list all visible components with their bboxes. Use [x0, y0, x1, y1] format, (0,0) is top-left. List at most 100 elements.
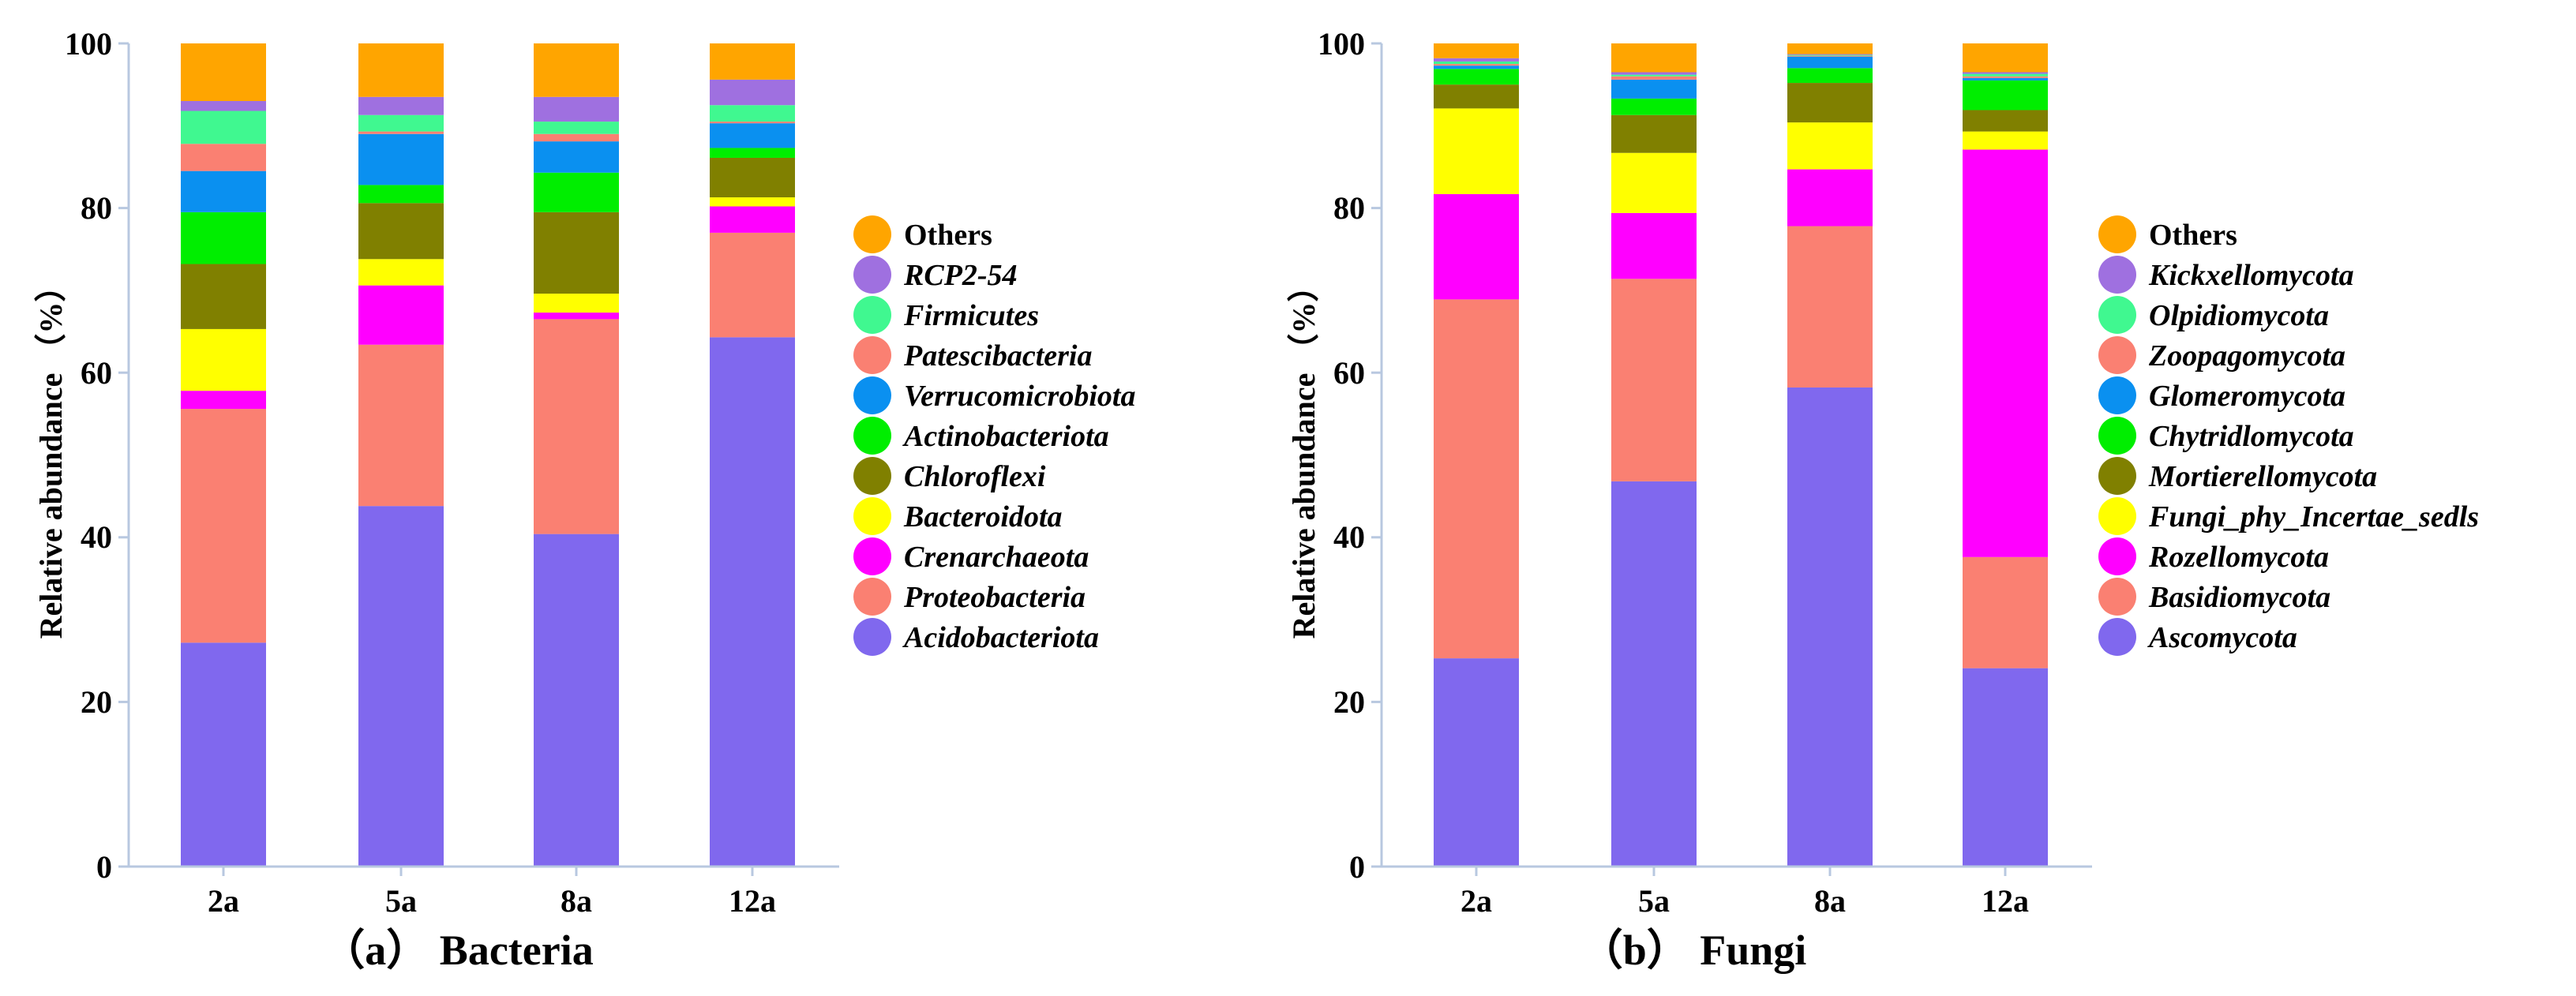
- fungi-bar-2a-fungi-phy-incertae-sedls: [1434, 108, 1519, 194]
- bacteria-bar-12a-rcp2-54: [710, 79, 795, 106]
- bacteria-bar-8a-others: [534, 43, 619, 97]
- bacteria-xtick-12a: 12a: [729, 883, 776, 919]
- fungi-y-ticks: 0 20 40 60 80 100: [1318, 26, 1382, 885]
- bacteria-bar-2a-proteobacteria: [181, 409, 266, 643]
- fungi-bar-8a-zoopagomycota: [1787, 55, 1873, 57]
- bacteria-bar-12a-others: [710, 43, 795, 80]
- legend-swatch-zoopagomycota: [2098, 336, 2136, 374]
- fungi-bar-12a-glomeromycota: [1963, 77, 2048, 81]
- legend-label-chloroflexi: Chloroflexi: [904, 460, 1046, 493]
- legend-swatch-kickxellomycota: [2098, 256, 2136, 294]
- bacteria-ytick-80: 80: [81, 190, 112, 226]
- bacteria-bar-8a-actinobacteriota: [534, 172, 619, 212]
- fungi-bar-2a-mortierellomycota: [1434, 84, 1519, 109]
- legend-swatch-olpidiomycota: [2098, 296, 2136, 334]
- legend-label-others: Others: [904, 219, 992, 252]
- bacteria-xtick-2a: 2a: [208, 883, 239, 919]
- fungi-y-axis-label: Relative abundance （%）: [1286, 271, 1322, 639]
- legend-label-firmicutes: Firmicutes: [903, 299, 1039, 332]
- bacteria-bar-5a-chloroflexi: [358, 203, 444, 260]
- fungi-bar-8a-mortierellomycota: [1787, 83, 1873, 123]
- bacteria-bar-5a-actinobacteriota: [358, 185, 444, 204]
- fungi-bar-5a-olpidiomycota: [1611, 74, 1697, 77]
- legend-label-actinobacteriota: Actinobacteriota: [902, 420, 1109, 453]
- fungi-bar-12a-kickxellomycota: [1963, 72, 2048, 74]
- fungi-bar-5a-zoopagomycota: [1611, 76, 1697, 80]
- fungi-bar-5a-ascomycota: [1611, 481, 1697, 867]
- bacteria-bar-8a-verrucomicrobiota: [534, 141, 619, 173]
- legend-swatch-chytridlomycota: [2098, 417, 2136, 455]
- legend-swatch-crenarchaeota: [853, 537, 891, 575]
- legend-swatch-verrucomicrobiota: [853, 376, 891, 414]
- legend-label-fungi-phy-incertae-sedls: Fungi_phy_Incertae_sedls: [2148, 500, 2479, 534]
- fungi-bar-12a-chytridlomycota: [1963, 80, 2048, 110]
- fungi-bar-12a-ascomycota: [1963, 668, 2048, 867]
- bacteria-bar-5a-firmicutes: [358, 114, 444, 132]
- legend-swatch-chloroflexi: [853, 457, 891, 495]
- legend-label-proteobacteria: Proteobacteria: [903, 581, 1086, 614]
- fungi-ytick-40: 40: [1333, 519, 1365, 555]
- fungi-bars: [1434, 43, 2048, 867]
- bacteria-bar-12a-bacteroidota: [710, 197, 795, 207]
- legend-swatch-mortierellomycota: [2098, 457, 2136, 495]
- bacteria-xtick-5a: 5a: [385, 883, 417, 919]
- fungi-bar-8a-ascomycota: [1787, 387, 1873, 867]
- bacteria-bar-2a-rcp2-54: [181, 101, 266, 111]
- bacteria-bar-12a-chloroflexi: [710, 157, 795, 198]
- legend-label-crenarchaeota: Crenarchaeota: [904, 541, 1089, 574]
- bacteria-y-axis-label: Relative abundance （%）: [33, 271, 69, 639]
- fungi-xtick-2a: 2a: [1460, 883, 1492, 919]
- bacteria-bar-2a-bacteroidota: [181, 328, 266, 391]
- bacteria-ytick-0: 0: [96, 849, 112, 885]
- legend-swatch-bacteroidota: [853, 497, 891, 535]
- bacteria-bar-2a-chloroflexi: [181, 264, 266, 329]
- legend-label-others-fungi: Others: [2149, 219, 2237, 252]
- legend-label-zoopagomycota: Zoopagomycota: [2148, 339, 2345, 373]
- legend-swatch-ascomycota: [2098, 618, 2136, 656]
- bacteria-bar-8a-chloroflexi: [534, 212, 619, 294]
- bacteria-bar-5a-acidobacteriota: [358, 506, 444, 867]
- bacteria-ytick-100: 100: [65, 26, 112, 62]
- bacteria-ytick-40: 40: [81, 519, 112, 555]
- fungi-xtick-5a: 5a: [1638, 883, 1670, 919]
- fungi-bar-2a-basidiomycota: [1434, 299, 1519, 659]
- fungi-legend: Others Kickxellomycota Olpidiomycota Zoo…: [2098, 215, 2479, 656]
- legend-label-acidobacteriota: Acidobacteriota: [902, 621, 1099, 654]
- fungi-bar-2a-glomeromycota: [1434, 66, 1519, 69]
- fungi-bar-5a-basidiomycota: [1611, 279, 1697, 481]
- bacteria-bar-8a-acidobacteriota: [534, 534, 619, 867]
- bacteria-bar-2a-verrucomicrobiota: [181, 170, 266, 212]
- fungi-bar-2a-ascomycota: [1434, 658, 1519, 867]
- bacteria-ytick-20: 20: [81, 684, 112, 720]
- fungi-ytick-80: 80: [1333, 190, 1365, 226]
- bacteria-bar-8a-firmicutes: [534, 122, 619, 134]
- legend-swatch-glomeromycota: [2098, 376, 2136, 414]
- bacteria-bar-12a-proteobacteria: [710, 232, 795, 338]
- legend-swatch-patescibacteria: [853, 336, 891, 374]
- bacteria-bar-8a-rcp2-54: [534, 96, 619, 122]
- fungi-bar-5a-chytridlomycota: [1611, 98, 1697, 115]
- legend-label-olpidiomycota: Olpidiomycota: [2149, 299, 2329, 332]
- legend-label-verrucomicrobiota: Verrucomicrobiota: [904, 380, 1135, 413]
- bacteria-bar-5a-rcp2-54: [358, 96, 444, 115]
- bacteria-bar-2a-acidobacteriota: [181, 642, 266, 867]
- fungi-bar-8a-others: [1787, 43, 1873, 54]
- bacteria-bar-12a-verrucomicrobiota: [710, 123, 795, 148]
- legend-label-rozellomycota: Rozellomycota: [2148, 541, 2329, 574]
- bacteria-bar-12a-firmicutes: [710, 105, 795, 122]
- bacteria-bar-12a-actinobacteriota: [710, 148, 795, 158]
- panel-bacteria: 0 20 40 60 80 100 2a 5a 8a 12a Relative …: [33, 26, 1135, 974]
- fungi-bar-12a-olpidiomycota: [1963, 73, 2048, 77]
- fungi-bar-8a-kickxellomycota: [1787, 54, 1873, 55]
- legend-swatch-others-fungi: [2098, 215, 2136, 253]
- bacteria-bar-2a-others: [181, 43, 266, 102]
- fungi-bar-8a-chytridlomycota: [1787, 68, 1873, 84]
- fungi-xtick-12a: 12a: [1982, 883, 2029, 919]
- legend-swatch-firmicutes: [853, 296, 891, 334]
- legend-label-basidiomycota: Basidiomycota: [2148, 581, 2330, 614]
- fungi-bar-2a-zoopagomycota: [1434, 64, 1519, 66]
- legend-swatch-basidiomycota: [2098, 578, 2136, 616]
- legend-label-kickxellomycota: Kickxellomycota: [2148, 259, 2354, 292]
- fungi-bar-8a-fungi-phy-incertae-sedls: [1787, 122, 1873, 170]
